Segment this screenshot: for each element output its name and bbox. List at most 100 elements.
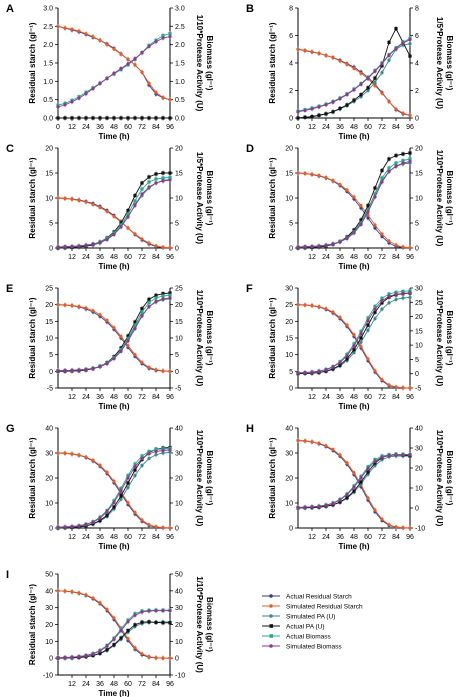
x-tick-label: 96 [166, 254, 174, 261]
data-point [387, 53, 391, 58]
panel-letter: G [6, 423, 15, 435]
y2-tick-label: 5 [175, 352, 179, 359]
data-point [352, 333, 356, 337]
y-tick-label: 20 [285, 319, 293, 326]
data-point [119, 225, 123, 229]
data-point [345, 188, 349, 192]
x-tick-label: 24 [82, 681, 90, 688]
data-point [338, 360, 342, 365]
data-point [112, 643, 116, 647]
panel-G: G 0 10 20 30 40 0 10 20 30 40 12 24 36 48 60 72 84 96 Time … [6, 423, 214, 551]
x-axis-title: Time (h) [99, 132, 130, 141]
data-point [310, 244, 314, 249]
data-point [352, 344, 356, 348]
data-point [119, 66, 123, 71]
x-tick-label: 24 [82, 394, 90, 401]
y-tick-label: 15 [45, 171, 53, 178]
data-point [140, 70, 144, 74]
y2-tick-label: 0 [415, 246, 419, 253]
data-point [112, 505, 116, 509]
data-point [359, 476, 363, 480]
data-point [154, 177, 158, 181]
data-point [147, 241, 151, 245]
data-point [84, 455, 88, 459]
data-point [331, 242, 335, 246]
data-point [401, 152, 405, 156]
x-tick-label: 24 [82, 534, 90, 541]
y-tick-label: 10 [45, 196, 53, 203]
series-line-1 [57, 452, 171, 529]
data-point [147, 620, 151, 624]
data-point [147, 305, 151, 309]
data-point [380, 455, 384, 459]
x-tick-label: 60 [124, 124, 132, 131]
data-point [91, 309, 95, 313]
data-point [317, 113, 321, 117]
data-point [401, 245, 405, 249]
data-point [126, 501, 130, 505]
data-point [63, 451, 67, 455]
data-point [84, 367, 88, 372]
data-point [317, 305, 321, 309]
data-point [161, 179, 165, 183]
data-point [296, 505, 300, 509]
data-point [366, 357, 370, 361]
data-point [359, 93, 363, 97]
x-tick-label: 84 [392, 124, 400, 131]
data-point [154, 299, 158, 303]
data-point [359, 222, 363, 227]
data-point [70, 303, 74, 308]
y2-tick-label: 6 [415, 33, 419, 40]
data-point [133, 613, 137, 617]
panel-letter: E [6, 283, 13, 295]
data-point [133, 116, 137, 120]
data-point [105, 470, 109, 474]
y-tick-label: 20 [45, 476, 53, 483]
x-tick-label: 72 [138, 534, 146, 541]
data-point [63, 26, 67, 30]
legend-label: Actual Residual Starch [286, 593, 352, 600]
y-tick-label: 0 [289, 116, 293, 123]
data-point [366, 318, 370, 323]
data-point [161, 369, 165, 373]
data-point [126, 481, 130, 485]
x-axis-title: Time (h) [99, 402, 130, 411]
data-point [352, 350, 356, 355]
legend-item: Actual Biomass [262, 633, 332, 640]
data-point [161, 95, 165, 100]
x-tick-label: 12 [68, 534, 76, 541]
data-point [359, 218, 363, 222]
data-point [338, 498, 342, 502]
data-point [91, 652, 95, 656]
data-point [126, 485, 130, 490]
data-point [91, 242, 95, 246]
y2-tick-label: 1.0 [175, 79, 185, 86]
x-tick-label: 72 [378, 534, 386, 541]
data-point [112, 616, 116, 620]
x-tick-label: 72 [138, 681, 146, 688]
series-line-0 [57, 304, 171, 372]
data-point [126, 339, 130, 343]
data-point [147, 456, 151, 461]
data-point [324, 175, 328, 180]
data-point [338, 363, 342, 367]
data-point [324, 112, 328, 116]
data-point [98, 463, 102, 467]
y2-tick-label: 15 [175, 171, 183, 178]
panel-letter: C [6, 143, 14, 155]
data-point [154, 368, 158, 372]
y2-tick-label: 0.5 [175, 97, 185, 104]
data-point [296, 371, 300, 375]
data-point [119, 489, 123, 493]
data-point [112, 500, 116, 505]
y-tick-label: 15 [45, 319, 53, 326]
series-line-1 [297, 48, 411, 116]
y-tick-label: 0 [49, 246, 53, 253]
x-tick-label: 36 [96, 681, 104, 688]
series-line-0 [57, 452, 171, 529]
data-point [84, 32, 88, 36]
data-point [380, 232, 384, 236]
x-tick-label: 60 [364, 254, 372, 261]
data-point [147, 301, 151, 305]
data-point [161, 36, 165, 40]
